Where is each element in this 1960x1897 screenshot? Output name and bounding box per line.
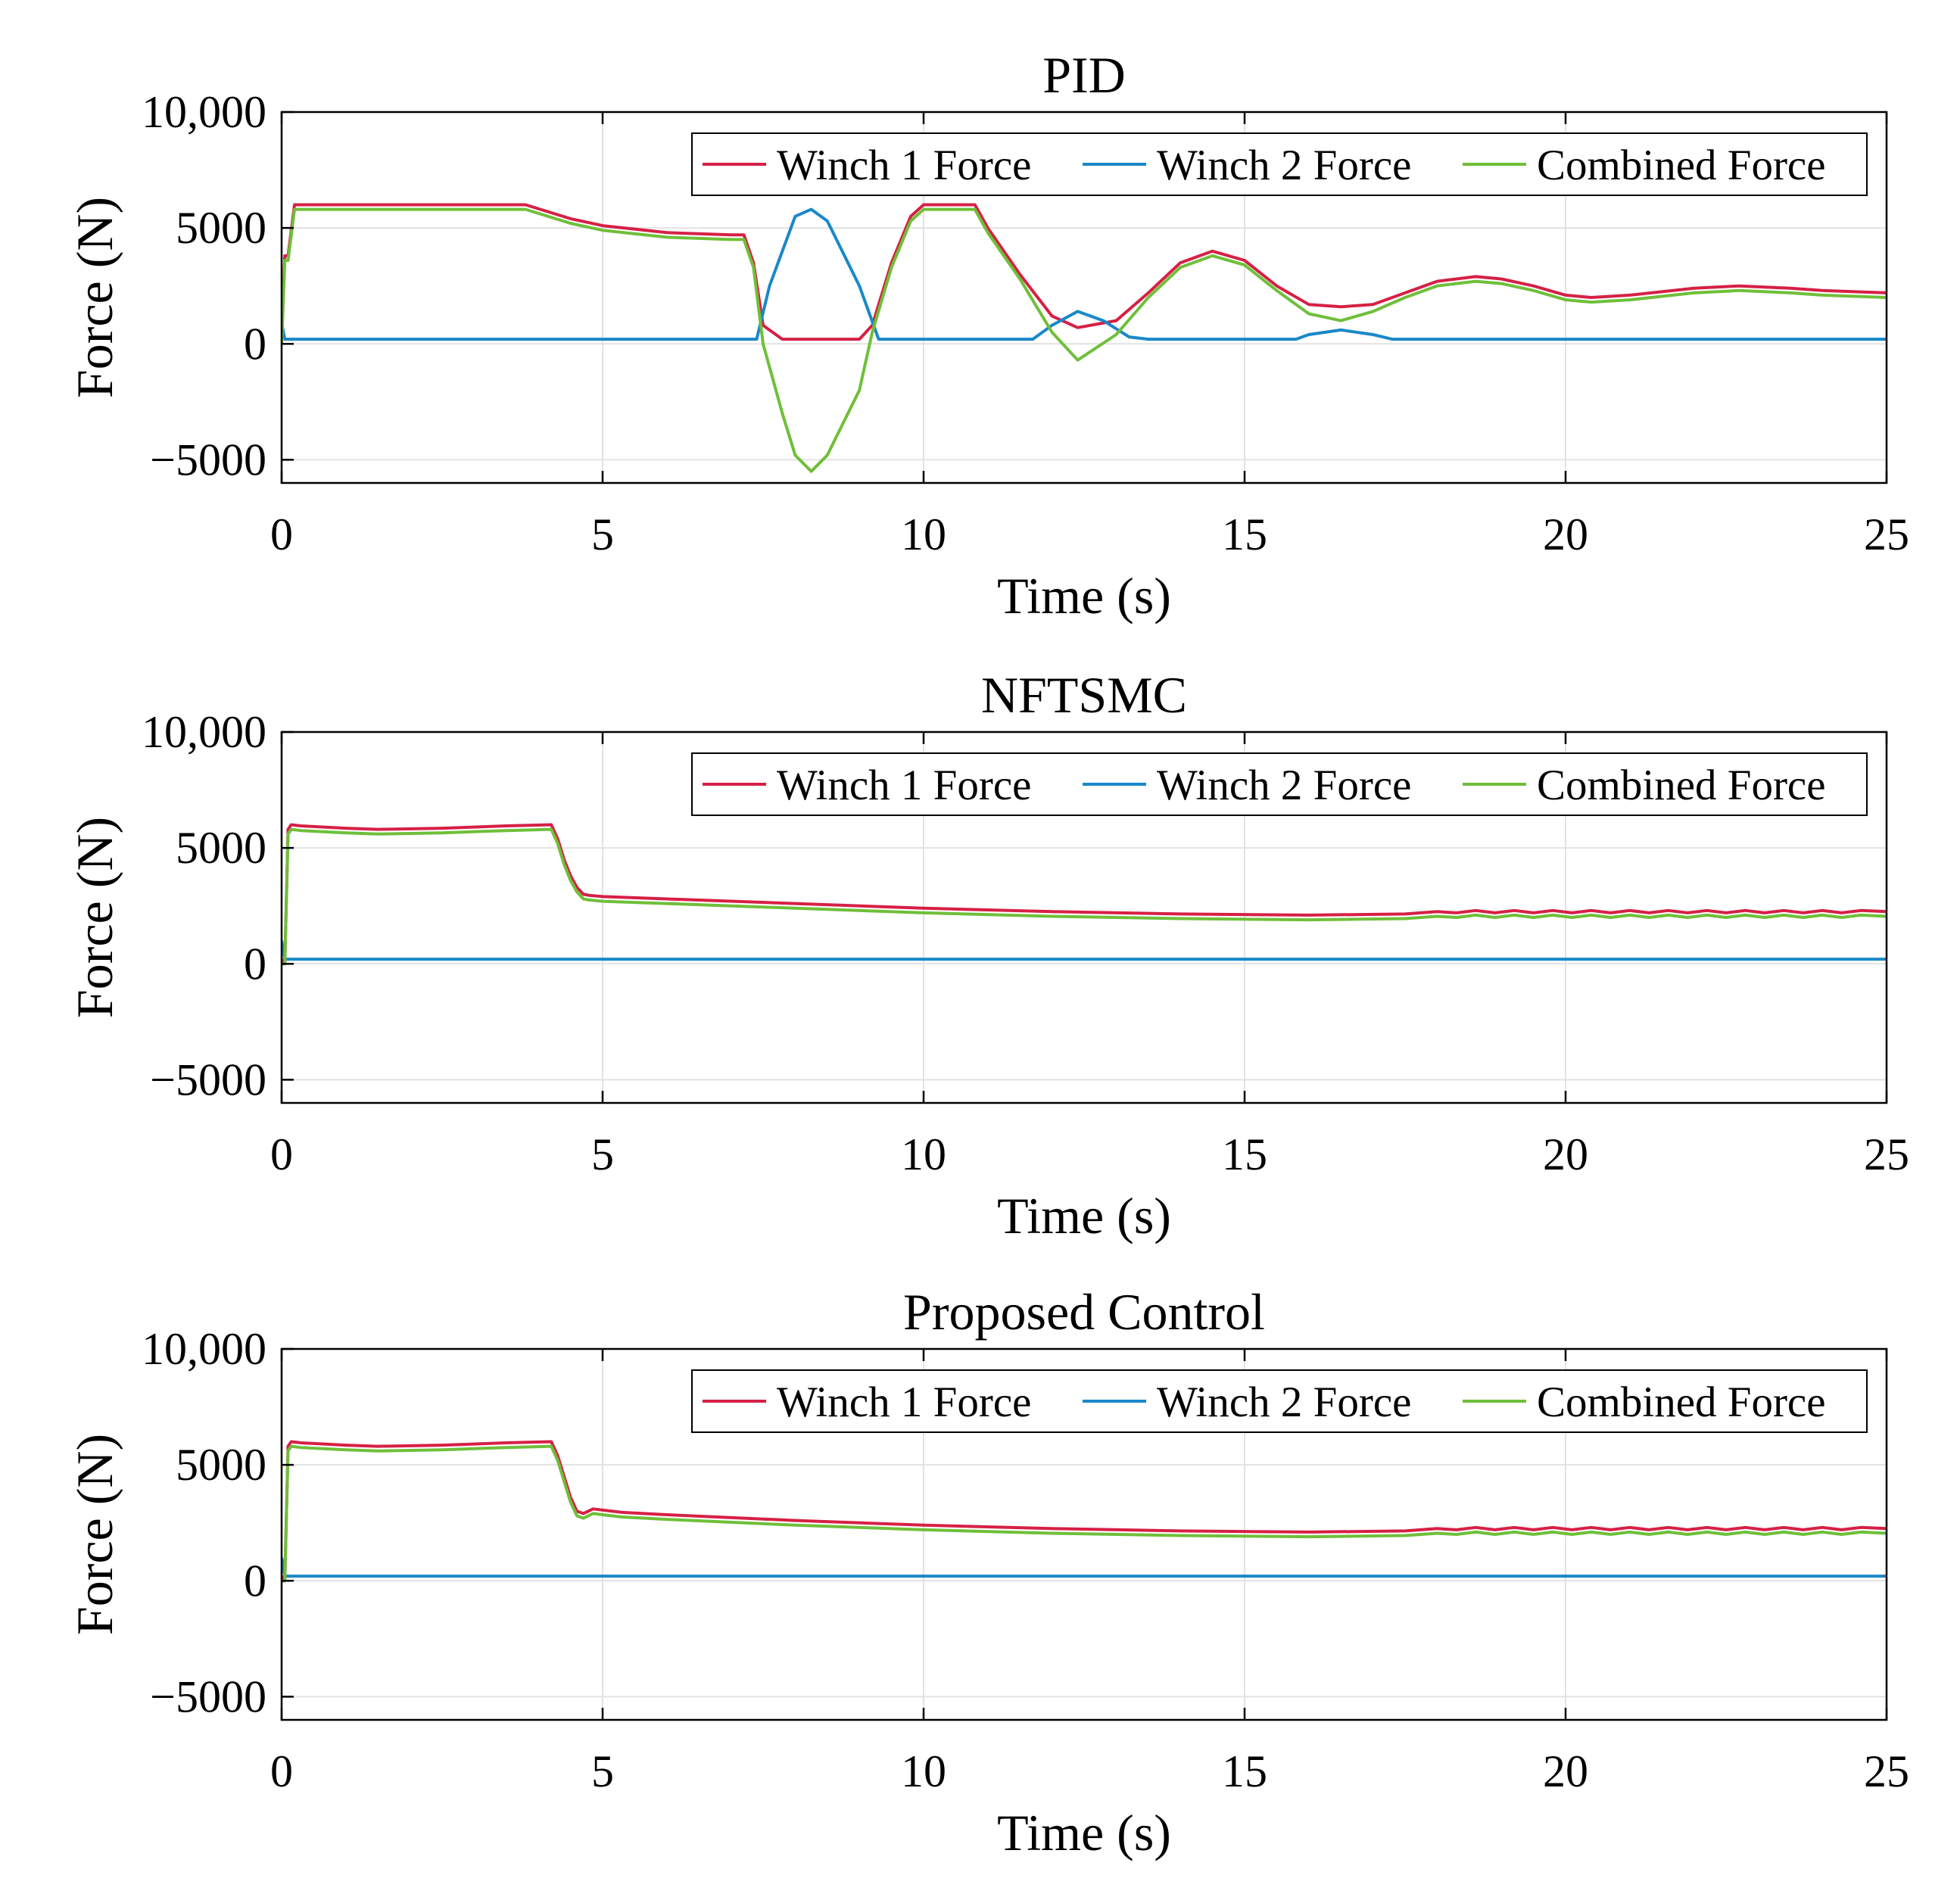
x-tick-label: 10 (901, 1746, 946, 1796)
series-line-winch2 (282, 207, 1887, 341)
x-tick-label: 25 (1864, 1129, 1909, 1179)
x-tick-label: 25 (1864, 509, 1909, 559)
axes-box (280, 730, 1888, 1104)
legend-label: Winch 2 Force (1157, 1378, 1411, 1426)
x-tick-label: 5 (591, 1746, 614, 1796)
series-line-winch1 (282, 823, 1887, 966)
y-tick-label: 5000 (176, 1440, 266, 1490)
x-tick-label: 15 (1222, 1129, 1267, 1179)
legend: Winch 1 Force Winch 2 Force Combined Force (691, 132, 1868, 196)
series-line-combined (282, 207, 1887, 473)
series-line-combined (282, 1444, 1887, 1583)
x-tick-label: 15 (1222, 509, 1267, 559)
chart-title: PID (1042, 46, 1126, 104)
chart-title: Proposed Control (903, 1283, 1265, 1341)
x-tick-label: 0 (270, 1746, 293, 1796)
y-tick-label: −5000 (150, 1671, 266, 1721)
legend-box (691, 1369, 1868, 1433)
x-tick-label: 10 (901, 509, 946, 559)
y-tick-label: −5000 (150, 435, 266, 484)
y-axis-label: Force (N) (66, 1434, 123, 1635)
x-axis-label: Time (s) (997, 1187, 1171, 1244)
legend-label: Winch 1 Force (777, 1378, 1031, 1426)
legend-label: Winch 2 Force (1157, 762, 1411, 809)
legend-label: Combined Force (1537, 142, 1826, 189)
legend-label: Winch 2 Force (1157, 142, 1411, 189)
legend-box (691, 752, 1868, 816)
x-tick-label: 15 (1222, 1746, 1267, 1796)
x-tick-label: 25 (1864, 1746, 1909, 1796)
x-tick-label: 20 (1543, 509, 1588, 559)
y-tick-label: 10,000 (142, 707, 266, 757)
legend-label: Winch 1 Force (777, 142, 1031, 189)
series-line-winch2 (282, 1557, 1887, 1578)
y-tick-label: 0 (244, 939, 266, 989)
legend: Winch 1 Force Winch 2 Force Combined Force (691, 752, 1868, 816)
axes-box (280, 1347, 1888, 1721)
legend-label: Winch 1 Force (777, 762, 1031, 809)
series-line-combined (282, 827, 1887, 966)
x-tick-label: 0 (270, 1129, 293, 1179)
y-axis-label: Force (N) (66, 817, 123, 1018)
x-tick-label: 0 (270, 509, 293, 559)
y-tick-label: 0 (244, 319, 266, 369)
series-line-winch1 (282, 1440, 1887, 1583)
y-tick-label: 10,000 (142, 1324, 266, 1374)
series-line-winch2 (282, 940, 1887, 961)
x-tick-label: 20 (1543, 1746, 1588, 1796)
legend-box (691, 132, 1868, 196)
x-tick-label: 5 (591, 1129, 614, 1179)
x-tick-label: 5 (591, 509, 614, 559)
y-tick-label: 5000 (176, 823, 266, 873)
x-tick-label: 10 (901, 1129, 946, 1179)
legend-label: Combined Force (1537, 762, 1826, 809)
x-axis-label: Time (s) (997, 1804, 1171, 1861)
x-axis-label: Time (s) (997, 567, 1171, 625)
series-line-winch1 (282, 203, 1887, 341)
y-tick-label: −5000 (150, 1054, 266, 1104)
legend-label: Combined Force (1537, 1378, 1826, 1426)
chart-title: NFTSMC (981, 666, 1187, 724)
legend: Winch 1 Force Winch 2 Force Combined Force (691, 1369, 1868, 1433)
y-tick-label: 0 (244, 1556, 266, 1606)
y-axis-label: Force (N) (66, 197, 123, 398)
y-tick-label: 10,000 (142, 87, 266, 137)
x-tick-label: 20 (1543, 1129, 1588, 1179)
y-tick-label: 5000 (176, 203, 266, 253)
axes-box (280, 111, 1888, 484)
